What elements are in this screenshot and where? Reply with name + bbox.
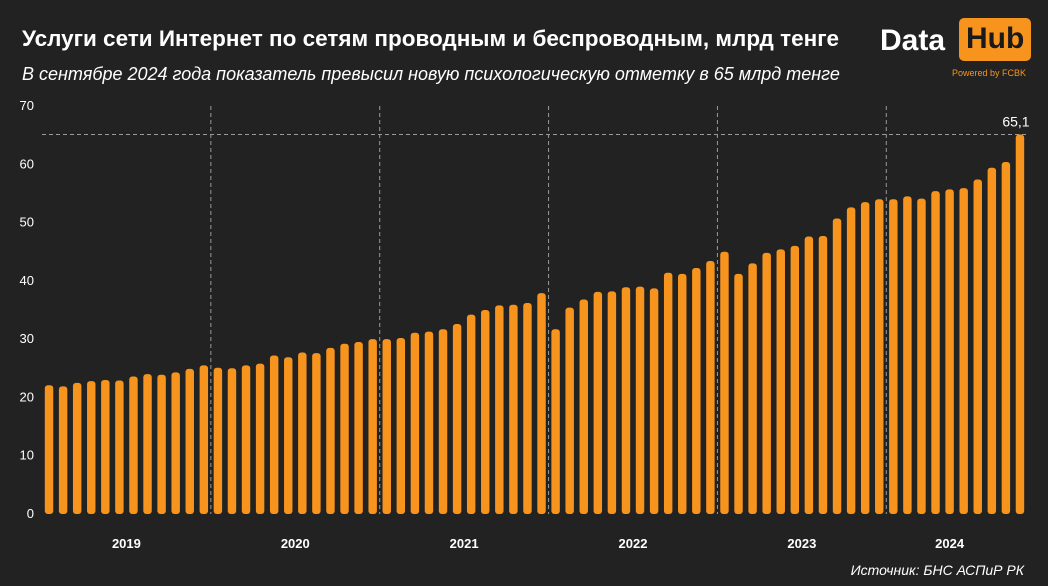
- logo-word-data: Data: [880, 24, 946, 57]
- bar: [495, 305, 504, 514]
- chart-subtitle: В сентябре 2024 года показатель превысил…: [22, 64, 840, 84]
- bar: [298, 352, 307, 514]
- bar: [424, 331, 434, 514]
- x-year-label: 2024: [935, 536, 965, 551]
- bar: [227, 368, 237, 514]
- bar: [706, 261, 715, 514]
- bar: [593, 291, 603, 514]
- bar: [860, 202, 870, 514]
- bar: [903, 196, 912, 515]
- source-note: Источник: БНС АСПиР РК: [850, 562, 1024, 578]
- bar: [875, 199, 884, 514]
- y-tick-label: 20: [20, 389, 34, 404]
- x-year-label: 2023: [787, 536, 816, 551]
- bar: [537, 293, 546, 514]
- y-tick-label: 30: [20, 331, 34, 346]
- bar: [678, 273, 687, 514]
- bar: [579, 299, 588, 514]
- bar: [790, 245, 800, 514]
- bar: [115, 380, 124, 514]
- x-year-label: 2021: [450, 536, 479, 551]
- bar: [129, 376, 138, 514]
- bar: [523, 303, 532, 514]
- logo-word-hub: Hub: [959, 18, 1032, 61]
- bar: [269, 355, 279, 514]
- bar: [452, 323, 462, 514]
- y-tick-label: 40: [20, 273, 34, 288]
- x-year-label: 2020: [281, 536, 310, 551]
- data-label-last: 65,1: [1002, 114, 1029, 130]
- y-tick-label: 50: [20, 215, 34, 230]
- bar: [1015, 134, 1025, 514]
- bar: [382, 339, 391, 514]
- bar: [199, 365, 209, 514]
- bar: [340, 343, 349, 514]
- bar: [973, 179, 982, 514]
- bar: [945, 189, 954, 514]
- chart-title: Услуги сети Интернет по сетям проводным …: [22, 26, 840, 51]
- bar: [72, 382, 82, 514]
- bar: [663, 272, 673, 514]
- bar: [284, 357, 293, 514]
- bar: [312, 353, 321, 514]
- bar: [621, 287, 631, 514]
- bar: [396, 337, 406, 514]
- bar: [354, 342, 363, 514]
- y-tick-label: 10: [20, 448, 34, 463]
- bar: [889, 199, 898, 514]
- bar: [1001, 161, 1011, 514]
- bar: [326, 347, 335, 514]
- bar: [466, 314, 476, 514]
- bar: [987, 167, 997, 515]
- bar: [255, 363, 265, 514]
- bar: [368, 339, 377, 514]
- bar: [776, 249, 785, 514]
- bar: [58, 386, 68, 514]
- bar: [748, 263, 757, 514]
- bar: [734, 273, 743, 514]
- bar: [959, 188, 968, 514]
- bar: [44, 385, 54, 514]
- bar: [410, 332, 420, 514]
- bar: [607, 291, 617, 514]
- datahub-logo: Data Hub Powered by FCBK: [876, 18, 1032, 80]
- bar: [917, 198, 926, 514]
- bar: [635, 286, 645, 514]
- bar: [762, 252, 771, 514]
- x-year-label: 2019: [112, 536, 141, 551]
- bar: [213, 367, 223, 514]
- bar: [438, 329, 448, 514]
- bar: [846, 207, 856, 514]
- bar: [565, 307, 574, 514]
- bar: [241, 365, 251, 514]
- logo-powered-by: Powered by FCBK: [951, 68, 1026, 78]
- bar: [87, 381, 96, 514]
- bar: [931, 191, 940, 514]
- bar: [692, 268, 701, 514]
- bar: [171, 372, 180, 514]
- bar: [649, 288, 659, 514]
- bar: [157, 374, 166, 514]
- bar: [551, 329, 560, 514]
- bar: [101, 379, 110, 514]
- bar: [185, 368, 194, 514]
- y-tick-label: 60: [20, 156, 34, 171]
- x-year-label: 2022: [619, 536, 648, 551]
- bar: [832, 218, 842, 514]
- bar: [143, 374, 152, 514]
- bar: [720, 251, 729, 514]
- bar: [818, 235, 828, 514]
- bar: [481, 310, 490, 514]
- y-tick-label: 70: [20, 98, 34, 113]
- bar: [804, 236, 814, 514]
- bar: [509, 304, 518, 514]
- y-tick-label: 0: [27, 506, 34, 521]
